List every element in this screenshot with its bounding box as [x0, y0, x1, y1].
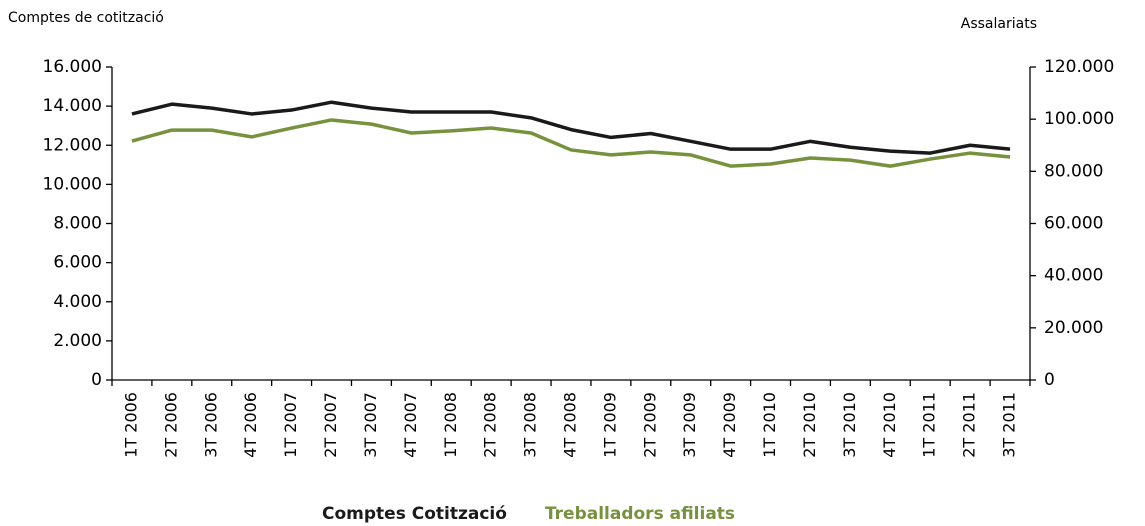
x-tick-label: 3T 2007	[361, 392, 380, 458]
x-tick-label: 1T 2006	[121, 392, 140, 458]
y-tick-label: 10.000	[43, 174, 102, 194]
x-tick-label: 3T 2010	[840, 392, 859, 458]
x-tick-label: 1T 2008	[441, 392, 460, 458]
y-tick-label: 4.000	[53, 292, 102, 312]
x-tick-label: 2T 2009	[640, 392, 659, 458]
y2-axis-title: Assalariats	[961, 16, 1037, 32]
y2-tick-label: 20.000	[1044, 318, 1103, 338]
x-tick-label: 3T 2011	[1000, 392, 1019, 458]
x-tick-label: 1T 2009	[600, 392, 619, 458]
x-tick-label: 1T 2010	[760, 392, 779, 458]
y-tick-label: 0	[91, 370, 102, 390]
y-tick-label: 16.000	[43, 57, 102, 77]
series-line	[131, 100, 1011, 155]
x-tick-label: 4T 2010	[880, 392, 899, 458]
x-tick-label: 1T 2007	[281, 392, 300, 458]
x-tick-label: 2T 2008	[481, 392, 500, 458]
y2-tick-label: 120.000	[1044, 57, 1114, 77]
y2-tick-label: 100.000	[1044, 109, 1114, 129]
y2-tick-label: 0	[1044, 370, 1055, 390]
legend-label: Treballadors afiliats	[545, 504, 735, 524]
x-tick-label: 3T 2009	[680, 392, 699, 458]
x-tick-label: 2T 2007	[321, 392, 340, 458]
y-tick-label: 2.000	[53, 331, 102, 351]
x-tick-label: 4T 2009	[720, 392, 739, 458]
y-tick-label: 14.000	[43, 96, 102, 116]
legend-label: Comptes Cotització	[322, 504, 507, 524]
y-tick-label: 6.000	[53, 253, 102, 273]
y-tick-label: 12.000	[43, 135, 102, 155]
series-line	[131, 118, 1011, 168]
y2-tick-label: 60.000	[1044, 214, 1103, 234]
y-axis-title: Comptes de cotització	[8, 10, 164, 26]
x-tick-label: 2T 2011	[960, 392, 979, 458]
x-tick-label: 2T 2006	[161, 392, 180, 458]
x-tick-label: 2T 2010	[800, 392, 819, 458]
y2-tick-label: 40.000	[1044, 266, 1103, 286]
x-tick-label: 3T 2008	[521, 392, 540, 458]
y-tick-label: 8.000	[53, 214, 102, 234]
x-tick-label: 3T 2006	[201, 392, 220, 458]
x-tick-label: 4T 2008	[561, 392, 580, 458]
y2-tick-label: 80.000	[1044, 161, 1103, 181]
x-tick-label: 4T 2007	[401, 392, 420, 458]
x-tick-label: 1T 2011	[920, 392, 939, 458]
x-tick-label: 4T 2006	[241, 392, 260, 458]
